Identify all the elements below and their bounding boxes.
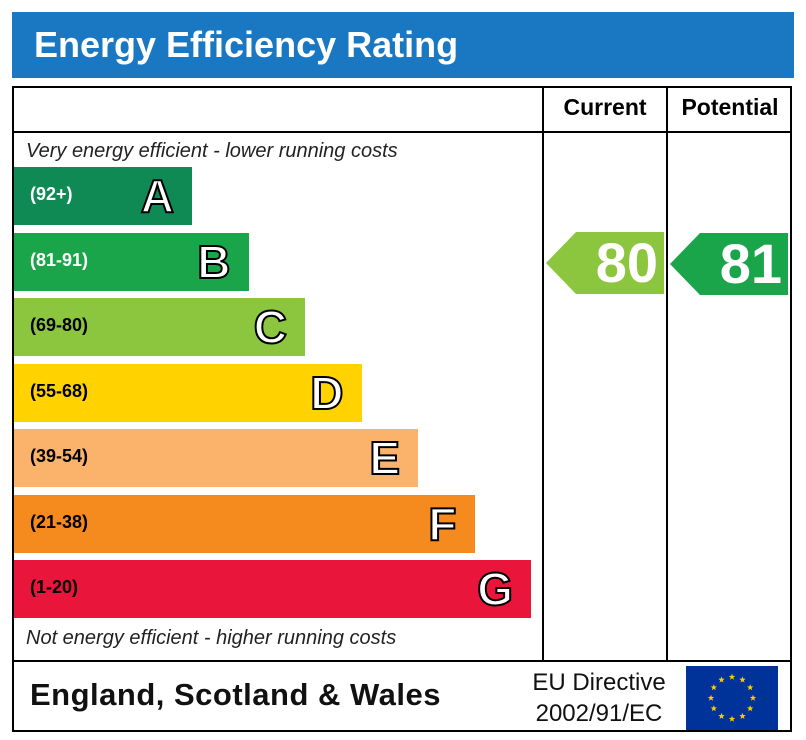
- eu-star: [728, 715, 736, 722]
- eu-star: [710, 684, 718, 691]
- band-range-label: (92+): [30, 184, 73, 204]
- current-rating-value: 80: [595, 231, 658, 294]
- eu-star: [707, 694, 715, 701]
- eu-star: [718, 712, 725, 719]
- band-range-label: (81-91): [30, 249, 89, 270]
- eu-directive: EU Directive 2002/91/EC: [520, 667, 678, 729]
- eu-star: [739, 676, 746, 683]
- potential-arrow-shape: [670, 232, 788, 295]
- band-range-label: (1-20): [30, 577, 79, 597]
- title-bar: Energy Efficiency Rating: [12, 12, 794, 78]
- band-b: (81-91) B: [14, 232, 249, 291]
- band-d: (55-68) D: [14, 363, 362, 422]
- band-letter-label: A: [140, 169, 175, 223]
- eu-star: [746, 684, 754, 691]
- potential-arrow: 81: [670, 231, 788, 295]
- current-arrow: 80: [546, 232, 664, 294]
- band-letter-label: D: [309, 366, 344, 420]
- region-label: England, Scotland & Wales: [30, 677, 441, 712]
- band-g: (1-20) G: [14, 560, 531, 618]
- band-range-label: (21-38): [30, 511, 89, 532]
- note-efficient: Very energy efficient - lower running co…: [26, 140, 398, 162]
- band-e: (39-54) E: [14, 429, 418, 487]
- band-letter-label: C: [253, 300, 288, 354]
- band-letter-label: E: [368, 431, 401, 485]
- band-a: (92+) A: [14, 167, 192, 225]
- band-letter-label: G: [476, 562, 514, 616]
- footer-divider: [12, 660, 792, 662]
- divider-potential: [666, 86, 668, 662]
- header-divider: [12, 131, 792, 133]
- eu-star: [728, 673, 736, 680]
- eu-star: [739, 712, 746, 719]
- band-range-label: (55-68): [30, 380, 89, 401]
- current-arrow-polygon: [546, 232, 664, 294]
- band-c: (69-80) C: [14, 298, 305, 356]
- eu-directive-line2: 2002/91/EC: [535, 700, 663, 727]
- chart-frame: [12, 86, 792, 732]
- eu-star: [749, 694, 757, 701]
- current-column-header: Current: [563, 94, 647, 120]
- current-arrow-shape: [546, 232, 664, 294]
- potential-column-header: Potential: [681, 94, 779, 120]
- divider-current: [542, 86, 544, 662]
- note-inefficient: Not energy efficient - higher running co…: [26, 627, 397, 649]
- eu-directive-line1: EU Directive: [532, 669, 666, 696]
- chart-title: Energy Efficiency Rating: [34, 24, 459, 65]
- eu-star: [718, 676, 725, 683]
- potential-arrow-polygon: [670, 232, 788, 295]
- band-f: (21-38) F: [14, 494, 475, 553]
- band-range-label: (69-80): [30, 315, 89, 335]
- eu-star: [710, 705, 718, 712]
- eu-star: [746, 705, 754, 712]
- band-range-label: (39-54): [30, 446, 89, 466]
- potential-rating-value: 81: [719, 231, 782, 295]
- eu-flag-icon: [686, 666, 778, 730]
- band-letter-label: B: [196, 235, 231, 289]
- band-letter-label: F: [427, 497, 457, 551]
